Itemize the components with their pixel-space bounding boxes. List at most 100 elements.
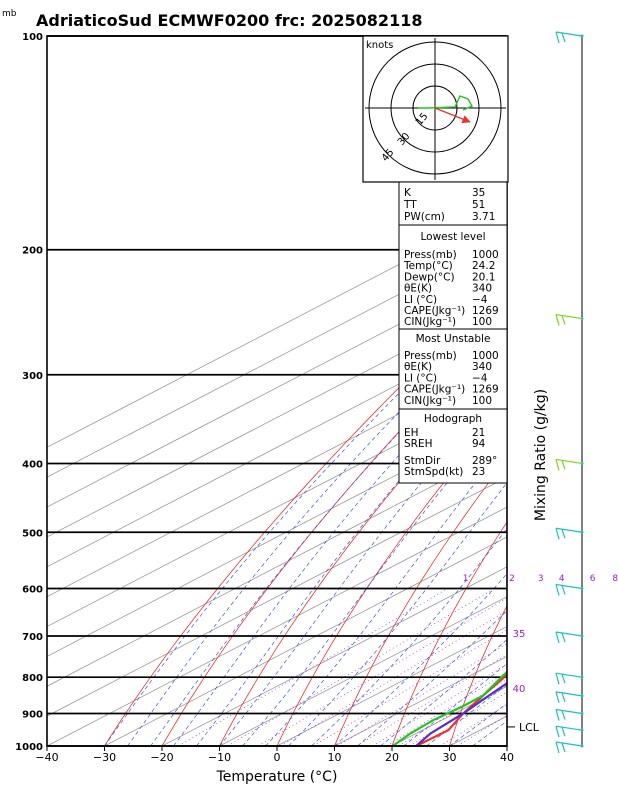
lowest-level-label: θE(K) <box>404 283 432 295</box>
chart-title: AdriaticoSud ECMWF0200 frc: 2025082118 <box>36 11 422 30</box>
y-tick-label: 500 <box>22 528 43 539</box>
wind-barb-flag <box>555 528 560 540</box>
most-unstable-heading: Most Unstable <box>416 333 491 345</box>
wind-barb <box>555 31 583 37</box>
wind-barb-flag <box>555 31 560 44</box>
y-tick-label: 900 <box>22 710 43 721</box>
isotherm <box>161 566 507 746</box>
x-tick-label: −10 <box>208 751 231 764</box>
profiles <box>391 670 507 746</box>
isotherm <box>219 596 507 746</box>
y-axis-title: Mixing Ratio (g/kg) <box>533 389 549 521</box>
hodograph-param-label: StmSpd(kt) <box>404 466 463 478</box>
dry-adiabat <box>219 359 507 746</box>
mixing-ratio-label: 1 <box>463 574 469 584</box>
mixing-ratio-label: 2 <box>509 574 515 584</box>
lcl-label: LCL <box>519 721 540 734</box>
isotherm <box>104 536 507 746</box>
y-tick-label: 600 <box>22 584 43 595</box>
hodograph-param-label: EH <box>404 427 419 439</box>
indices-box <box>398 181 508 226</box>
dry-adiabat <box>334 457 507 746</box>
index-value: 3.71 <box>472 211 495 223</box>
wind-barb-flag <box>561 632 566 643</box>
isotherm <box>47 506 507 746</box>
lowest-level-value: 340 <box>472 283 492 295</box>
dewpoint-profile <box>391 670 507 746</box>
most-unstable-label: CAPE(Jkg⁻¹) <box>404 384 465 396</box>
most-unstable-label: Press(mb) <box>404 350 457 362</box>
wind-barb-flag <box>555 314 560 326</box>
lowest-level-label: CAPE(Jkg⁻¹) <box>404 305 465 317</box>
wind-barb-flag <box>561 529 566 539</box>
lowest-level-box <box>398 224 508 330</box>
wind-barb <box>555 583 583 590</box>
y-tick-label: 1000 <box>15 742 43 753</box>
lowest-level-label: LI (°C) <box>404 294 437 306</box>
wind-barb-flag <box>561 315 566 325</box>
isotherm <box>47 237 507 478</box>
x-tick-label: 10 <box>328 751 342 764</box>
dry-adiabat <box>276 405 507 746</box>
lowest-level-value: 100 <box>472 316 492 328</box>
wind-barb <box>555 725 583 731</box>
hodograph-param-value: 21 <box>472 427 485 439</box>
x-tick-label: 30 <box>443 751 457 764</box>
parcel-profile <box>415 681 507 746</box>
most-unstable-box <box>398 328 508 410</box>
lowest-level-label: Temp(°C) <box>403 260 453 272</box>
isotherm <box>47 446 507 687</box>
wind-barb-flag <box>561 692 566 703</box>
wind-barb <box>555 691 583 697</box>
wind-barb-flag <box>561 674 566 684</box>
isotherm <box>47 267 507 508</box>
most-unstable-value: 1269 <box>472 384 499 396</box>
wind-barb <box>555 631 583 637</box>
y-tick-label: 100 <box>22 32 43 43</box>
y-tick-label: 800 <box>22 673 43 684</box>
y-tick-label: 200 <box>22 246 43 257</box>
x-tick-label: 20 <box>385 751 399 764</box>
x-axis-title: Temperature (°C) <box>216 769 338 785</box>
lowest-level-label: CIN(Jkg⁻¹) <box>404 316 456 328</box>
wind-barb-flag <box>561 460 566 470</box>
lcl-marker: LCL <box>507 721 540 734</box>
wind-barb-flag <box>555 709 560 721</box>
index-value: 51 <box>472 199 485 211</box>
mixing-ratio-line <box>313 629 507 746</box>
hodograph-unit-label: knots <box>366 40 393 51</box>
hodograph-trace <box>418 95 473 111</box>
lowest-level-value: −4 <box>472 294 488 306</box>
hodograph-params-heading: Hodograph <box>424 413 482 425</box>
wind-barb-flag <box>555 584 560 596</box>
x-tick-label: 0 <box>274 751 281 764</box>
pressure-unit-label: mb <box>2 9 17 19</box>
lowest-level-label: Dewp(°C) <box>404 271 455 283</box>
wind-barb-flag <box>555 691 560 704</box>
isotherm <box>47 476 507 717</box>
index-label: TT <box>403 199 417 211</box>
theta-e-label: 35 <box>513 629 526 640</box>
y-tick-label: 300 <box>22 371 43 382</box>
lowest-level-value: 1000 <box>472 249 499 261</box>
wind-barb-flag <box>555 726 560 738</box>
mixing-ratio-line <box>409 685 507 746</box>
x-axis: −40 −30 −20 −10 0 10 20 30 40 <box>35 746 514 764</box>
wind-barbs <box>555 31 584 754</box>
lowest-level-value: 24.2 <box>472 260 495 272</box>
wind-barb <box>555 672 583 678</box>
moist-adiabat <box>242 410 507 746</box>
lowest-level-value: 1269 <box>472 305 499 317</box>
y-tick-label: 700 <box>22 632 43 643</box>
most-unstable-value: −4 <box>472 372 488 384</box>
wind-barb-flag <box>561 32 566 43</box>
moist-adiabat <box>426 684 507 746</box>
y-axis: 100 200 300 400 500 600 700 800 900 1000 <box>15 32 43 753</box>
lowest-level-value: 20.1 <box>472 271 495 283</box>
mixing-ratio-label: 8 <box>612 574 618 584</box>
wind-barb <box>555 741 583 747</box>
wind-barb <box>555 313 583 320</box>
hodograph-param-label: StmDir <box>404 455 441 467</box>
wind-barb-flag <box>561 726 566 737</box>
